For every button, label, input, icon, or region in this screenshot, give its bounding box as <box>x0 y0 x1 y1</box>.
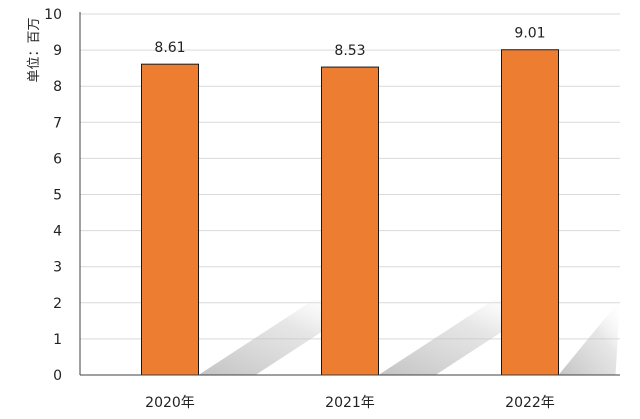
data-label: 8.61 <box>154 40 185 56</box>
x-tick-label: 2022年 <box>505 395 555 411</box>
data-label: 8.53 <box>334 43 365 59</box>
y-tick-label: 2 <box>53 296 62 312</box>
y-axis-title: 单位：百万 <box>27 17 42 82</box>
axes <box>79 12 620 376</box>
y-tick-label: 9 <box>53 43 62 59</box>
y-tick-label: 7 <box>53 115 62 131</box>
y-tick-label: 0 <box>53 368 62 384</box>
y-tick-label: 8 <box>53 79 62 95</box>
y-tick-label: 6 <box>53 151 62 167</box>
x-tick-label: 2021年 <box>325 395 375 411</box>
labels: 0 1 2 3 4 5 6 7 8 9 10 8.61 2020年 8.53 2021年 9.01 2022年 <box>44 7 555 411</box>
y-tick-label: 3 <box>53 260 62 276</box>
y-tick-label: 5 <box>53 188 62 204</box>
bar <box>501 49 559 376</box>
bars <box>141 49 559 376</box>
bar <box>321 66 379 376</box>
y-tick-label: 10 <box>44 7 62 23</box>
data-label: 9.01 <box>514 26 545 42</box>
bar-shadow <box>558 300 620 375</box>
y-tick-label: 4 <box>53 224 62 240</box>
bar <box>141 63 199 376</box>
y-tick-label: 1 <box>53 332 62 348</box>
x-tick-label: 2020年 <box>145 395 195 411</box>
